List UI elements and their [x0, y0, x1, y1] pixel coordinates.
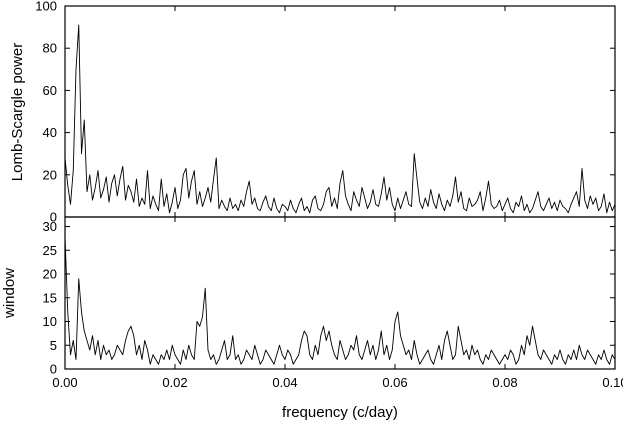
window-y-tick-label: 15 [43, 290, 57, 305]
window-x-tick-label: 0.06 [382, 375, 407, 390]
power-series-line [64, 24, 616, 214]
power-y-tick-label: 100 [35, 0, 57, 14]
power-y-tick-label: 80 [43, 41, 57, 56]
window-x-tick-label: 0.02 [162, 375, 187, 390]
window-y-axis: 0 5 10 15 20 25 30 [43, 219, 615, 377]
power-x-ticks [64, 6, 616, 217]
window-x-tick-label: 0.08 [492, 375, 517, 390]
window-panel-frame [64, 216, 616, 370]
power-y-tick-label: 40 [43, 125, 57, 140]
window-x-tick-label: 0.04 [272, 375, 297, 390]
power-panel: 0 20 40 60 80 100 [35, 0, 616, 225]
window-x-tick-label: 0.00 [52, 375, 77, 390]
window-panel: 0 5 10 15 20 25 30 0.00 0.02 0.04 0.06 0.08 0.10 [43, 216, 623, 390]
x-axis-label: frequency (c/day) [282, 404, 398, 421]
power-y-tick-label: 20 [43, 167, 57, 182]
power-y-tick-label: 0 [50, 210, 57, 225]
window-y-tick-label: 30 [43, 219, 57, 234]
power-y-axis-label: Lomb-Scargle power [9, 43, 26, 181]
window-y-tick-label: 25 [43, 243, 57, 258]
power-y-tick-label: 60 [43, 83, 57, 98]
window-series-line [64, 235, 616, 365]
power-y-axis: 0 20 40 60 80 100 [35, 0, 615, 225]
window-y-tick-label: 0 [50, 362, 57, 377]
window-x-axis: 0.00 0.02 0.04 0.06 0.08 0.10 [52, 217, 623, 390]
window-y-tick-label: 5 [50, 338, 57, 353]
window-y-tick-label: 10 [43, 314, 57, 329]
window-y-axis-label: window [1, 268, 18, 319]
window-x-tick-label: 0.10 [602, 375, 623, 390]
window-y-tick-label: 20 [43, 267, 57, 282]
